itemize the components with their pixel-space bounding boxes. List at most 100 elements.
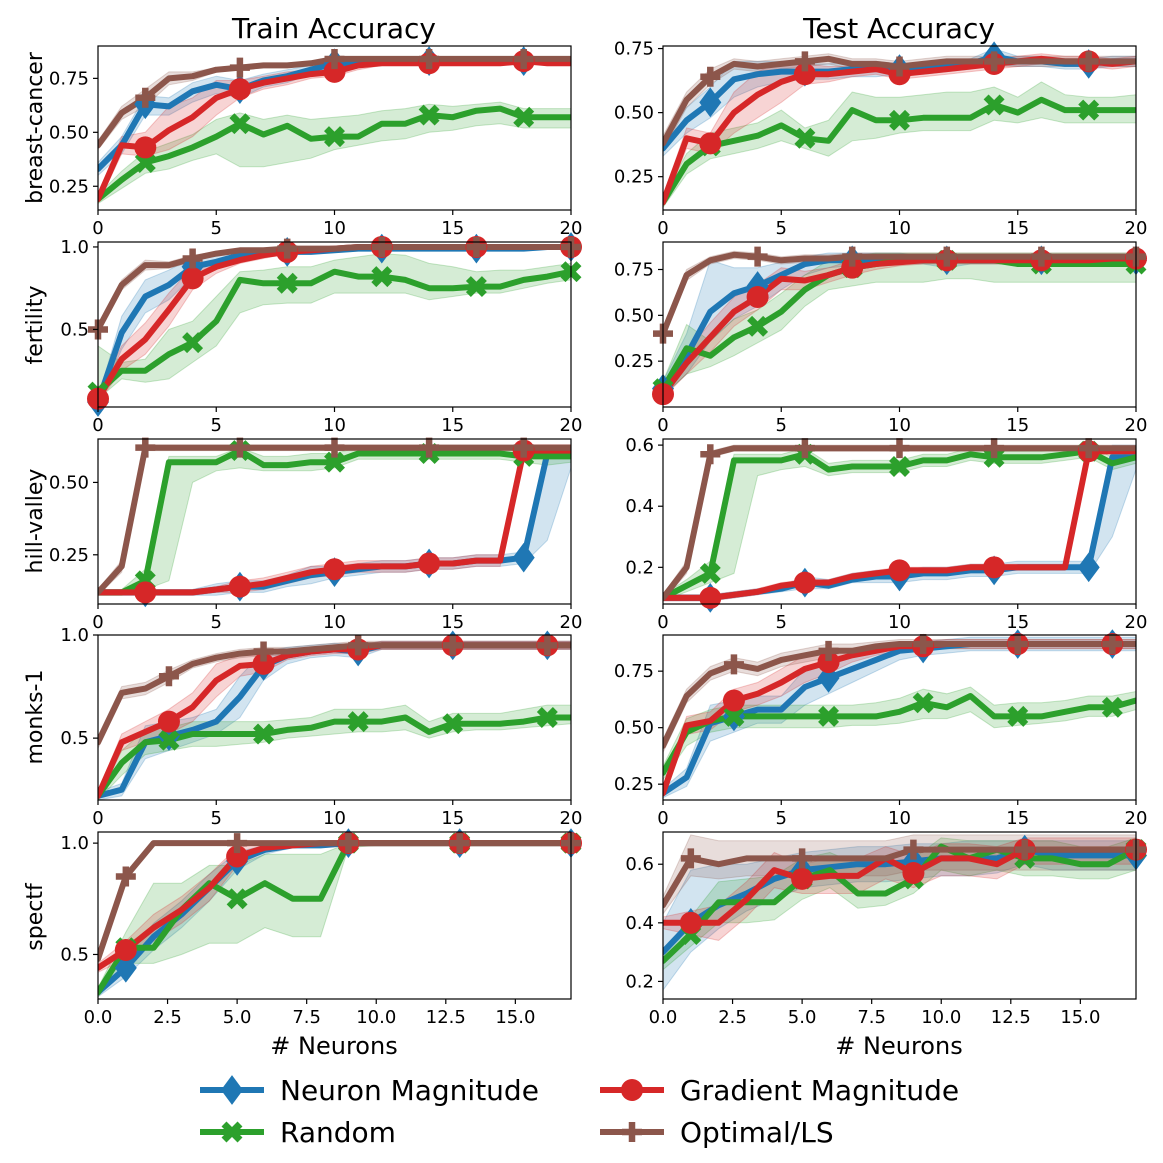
marker-optimal-ls	[229, 57, 250, 78]
x-tick-label: 10	[323, 808, 346, 829]
marker-optimal-ls	[818, 640, 839, 661]
marker-optimal-ls	[158, 666, 179, 687]
x-tick-label: 10	[323, 218, 346, 239]
marker-optimal-ls	[1078, 438, 1099, 459]
x-tick-label: 15.0	[495, 1007, 535, 1028]
y-tick-label: 0.5	[60, 728, 89, 749]
x-tick-label: 10	[888, 415, 911, 436]
x-tick-label: 12.5	[426, 1007, 466, 1028]
legend-marker-optimal-ls	[622, 1122, 642, 1142]
x-tick-label: 20	[560, 612, 583, 633]
marker-random	[134, 152, 156, 174]
x-tick-label: 0	[657, 218, 668, 239]
panel-breast-cancer-test: 0 5 10 15 20 0.25 0.50 0.75	[614, 39, 1148, 239]
x-tick-label: 15	[1006, 612, 1029, 633]
y-tick-label: 0.6	[625, 435, 654, 456]
xlabel-right: # Neurons	[835, 1032, 962, 1060]
marker-gradient-magnitude	[902, 862, 925, 885]
marker-gradient-magnitude	[746, 286, 769, 308]
markers-optimal-ls	[115, 833, 581, 887]
x-tick-label: 10	[323, 612, 346, 633]
col-title-train: Train Accuracy	[231, 12, 436, 45]
marker-gradient-magnitude	[323, 60, 346, 83]
row-label-spectf: spectf	[23, 882, 48, 951]
marker-optimal-ls	[324, 437, 345, 458]
marker-optimal-ls	[984, 51, 1005, 72]
x-tick-label: 12.5	[991, 1007, 1031, 1028]
legend-entry-random	[200, 1121, 264, 1143]
row-label-fertility: fertility	[23, 286, 48, 365]
marker-gradient-magnitude	[228, 575, 251, 598]
x-tick-label: 15	[441, 808, 464, 829]
x-tick-label: 0	[657, 415, 668, 436]
marker-gradient-magnitude	[722, 689, 745, 712]
markers-optimal-ls	[135, 48, 534, 108]
x-tick-label: 20	[1125, 415, 1148, 436]
band-random	[98, 101, 571, 205]
marker-random	[794, 127, 816, 149]
marker-random	[253, 723, 275, 745]
axes-frame	[97, 831, 572, 1000]
row-label-breast-cancer: breast-cancer	[23, 51, 48, 204]
markers-random	[134, 104, 535, 174]
marker-random	[983, 94, 1005, 116]
y-tick-label: 0.50	[49, 472, 89, 493]
legend-marker-random	[221, 1121, 243, 1143]
marker-optimal-ls	[253, 641, 274, 662]
x-tick-label: 0	[92, 218, 103, 239]
band-random	[663, 837, 1136, 971]
marker-optimal-ls	[135, 87, 156, 108]
y-tick-label: 0.75	[49, 68, 89, 89]
marker-random	[158, 729, 180, 751]
x-tick-label: 5	[776, 612, 787, 633]
marker-optimal-ls	[537, 635, 558, 656]
x-tick-label: 15	[1006, 415, 1029, 436]
marker-neuron-magnitude	[699, 87, 722, 118]
x-tick-label: 5	[211, 415, 222, 436]
x-tick-label: 20	[1125, 612, 1148, 633]
marker-gradient-magnitude	[841, 256, 864, 279]
marker-random	[912, 692, 934, 714]
marker-optimal-ls	[903, 839, 924, 860]
marker-random	[699, 562, 721, 584]
marker-random	[747, 315, 769, 337]
marker-random	[889, 456, 910, 477]
x-tick-label: 5	[211, 612, 222, 633]
marker-optimal-ls	[984, 438, 1005, 459]
marker-gradient-magnitude	[181, 267, 204, 290]
marker-optimal-ls	[1078, 51, 1099, 72]
x-tick-label: 15	[441, 415, 464, 436]
marker-gradient-magnitude	[699, 586, 722, 609]
line-random	[98, 268, 571, 396]
marker-optimal-ls	[182, 248, 203, 269]
legend-entry-neuron-magnitude	[200, 1075, 264, 1105]
marker-optimal-ls	[1014, 839, 1035, 860]
markers-optimal-ls	[158, 635, 558, 687]
band-random	[98, 704, 571, 800]
marker-random	[324, 126, 345, 148]
markers-optimal-ls	[135, 437, 534, 458]
marker-gradient-magnitude	[134, 136, 157, 159]
marker-gradient-magnitude	[252, 652, 275, 675]
panel-monks-1-train: 0 5 10 15 20 0.5 1.0	[60, 625, 582, 829]
x-tick-label: 15	[1006, 218, 1029, 239]
marker-optimal-ls	[442, 635, 463, 656]
x-tick-label: 10	[888, 218, 911, 239]
panel-hill-valley-train: 0 5 10 15 20 0.25 0.50	[49, 437, 583, 633]
panel-fertility-test: 0 5 10 15 20 0.25 0.50 0.75	[614, 241, 1148, 436]
x-tick-label: 20	[1125, 808, 1148, 829]
marker-gradient-magnitude	[323, 558, 346, 581]
x-tick-label: 2.5	[153, 1007, 182, 1028]
panel-hill-valley-test: 0 5 10 15 20 0.2 0.4 0.6	[625, 435, 1147, 633]
legend-label-gradient-magnitude: Gradient Magnitude	[680, 1074, 959, 1107]
marker-optimal-ls	[513, 48, 534, 69]
y-tick-label: 0.75	[614, 661, 654, 682]
y-tick-label: 0.4	[625, 496, 654, 517]
marker-random	[371, 266, 393, 288]
marker-optimal-ls	[449, 833, 470, 854]
line-optimal-ls	[98, 244, 571, 333]
x-tick-label: 0.0	[84, 1007, 113, 1028]
line-optimal-ls	[663, 251, 1136, 337]
x-tick-label: 20	[560, 218, 583, 239]
y-tick-label: 0.50	[614, 718, 654, 739]
